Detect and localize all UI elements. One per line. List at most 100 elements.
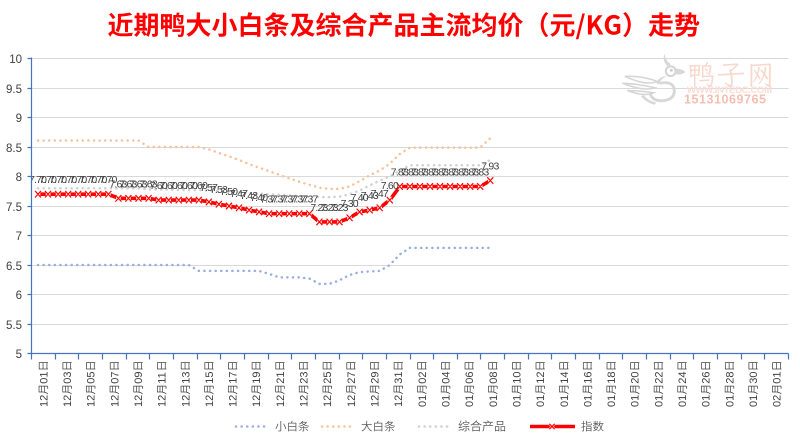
svg-text:7.83: 7.83 [461, 167, 479, 179]
svg-text:7.50: 7.50 [220, 186, 238, 198]
svg-text:7.70: 7.70 [29, 174, 47, 186]
svg-text:12: 12 [535, 371, 547, 383]
svg-text:8: 8 [16, 172, 22, 184]
svg-text:7.60: 7.60 [190, 180, 208, 192]
svg-text:20: 20 [630, 371, 642, 383]
svg-text:7.83: 7.83 [411, 167, 429, 179]
svg-text:7.83: 7.83 [421, 167, 439, 179]
svg-text:7.37: 7.37 [290, 194, 308, 206]
svg-text:19: 19 [251, 371, 263, 383]
svg-text:12: 12 [228, 395, 240, 407]
svg-text:01: 01 [582, 395, 594, 407]
svg-text:7.70: 7.70 [69, 174, 87, 186]
svg-text:7.60: 7.60 [381, 180, 399, 192]
svg-text:01: 01 [488, 395, 500, 407]
svg-text:14: 14 [559, 371, 571, 383]
svg-text:7.83: 7.83 [401, 167, 419, 179]
svg-text:7.60: 7.60 [180, 180, 198, 192]
svg-text:7.83: 7.83 [441, 167, 459, 179]
svg-text:08: 08 [488, 371, 500, 383]
svg-text:12: 12 [251, 395, 263, 407]
svg-text:WWW.INTEDC.COM: WWW.INTEDC.COM [687, 85, 772, 96]
svg-text:9.5: 9.5 [6, 84, 22, 96]
svg-text:12: 12 [62, 395, 74, 407]
svg-text:6.5: 6.5 [6, 261, 22, 273]
svg-text:7.70: 7.70 [39, 174, 57, 186]
svg-text:01: 01 [772, 371, 784, 383]
svg-text:02: 02 [417, 371, 429, 383]
svg-text:12: 12 [275, 395, 287, 407]
svg-text:12: 12 [370, 395, 382, 407]
svg-text:09: 09 [133, 371, 145, 383]
svg-text:01: 01 [701, 395, 713, 407]
svg-text:04: 04 [441, 371, 453, 383]
svg-text:7.30: 7.30 [341, 198, 359, 210]
svg-text:25: 25 [322, 371, 334, 383]
svg-text:02: 02 [772, 395, 784, 407]
svg-text:07: 07 [109, 371, 121, 383]
svg-text:7.37: 7.37 [270, 194, 288, 206]
svg-text:01: 01 [535, 395, 547, 407]
svg-text:01: 01 [630, 395, 642, 407]
svg-text:7.40: 7.40 [351, 192, 369, 204]
svg-text:29: 29 [370, 371, 382, 383]
svg-text:12: 12 [133, 395, 145, 407]
svg-text:24: 24 [677, 371, 689, 383]
svg-text:5: 5 [16, 349, 22, 361]
svg-text:12: 12 [86, 395, 98, 407]
svg-text:7.23: 7.23 [331, 202, 349, 214]
svg-text:12: 12 [346, 395, 358, 407]
svg-text:12: 12 [109, 395, 121, 407]
svg-text:05: 05 [86, 371, 98, 383]
svg-text:30: 30 [748, 371, 760, 383]
svg-text:01: 01 [748, 395, 760, 407]
svg-text:03: 03 [62, 371, 74, 383]
svg-text:13: 13 [180, 371, 192, 383]
svg-text:12: 12 [322, 395, 334, 407]
svg-text:7.70: 7.70 [99, 174, 117, 186]
svg-text:01: 01 [38, 371, 50, 383]
svg-text:01: 01 [677, 395, 689, 407]
svg-text:10: 10 [512, 371, 524, 383]
svg-text:7.70: 7.70 [89, 174, 107, 186]
svg-text:7.70: 7.70 [59, 174, 77, 186]
svg-text:17: 17 [228, 371, 240, 383]
svg-text:7.5: 7.5 [6, 202, 22, 214]
svg-text:7.53: 7.53 [210, 184, 228, 196]
svg-text:7.60: 7.60 [170, 180, 188, 192]
svg-text:01: 01 [441, 395, 453, 407]
svg-text:7.83: 7.83 [451, 167, 469, 179]
svg-text:7.43: 7.43 [361, 190, 379, 202]
svg-text:12: 12 [393, 395, 405, 407]
svg-text:7: 7 [16, 231, 22, 243]
svg-text:16: 16 [582, 371, 594, 383]
svg-text:01: 01 [653, 395, 665, 407]
svg-text:7.47: 7.47 [230, 188, 248, 200]
svg-text:01: 01 [417, 395, 429, 407]
svg-text:01: 01 [464, 395, 476, 407]
svg-text:12: 12 [180, 395, 192, 407]
svg-text:7.43: 7.43 [240, 190, 258, 202]
svg-text:28: 28 [724, 371, 736, 383]
svg-text:7.63: 7.63 [109, 178, 127, 190]
svg-text:12: 12 [204, 395, 216, 407]
svg-text:22: 22 [653, 371, 665, 383]
svg-text:7.23: 7.23 [321, 202, 339, 214]
svg-text:7.23: 7.23 [310, 202, 328, 214]
svg-text:12: 12 [38, 395, 50, 407]
svg-text:01: 01 [606, 395, 618, 407]
svg-text:7.93: 7.93 [481, 161, 499, 173]
svg-text:7.60: 7.60 [160, 180, 178, 192]
svg-text:7.37: 7.37 [260, 194, 278, 206]
svg-text:5.5: 5.5 [6, 320, 22, 332]
svg-text:10: 10 [9, 54, 22, 66]
svg-text:7.63: 7.63 [140, 178, 158, 190]
svg-text:7.70: 7.70 [79, 174, 97, 186]
svg-text:21: 21 [275, 371, 287, 383]
svg-text:7.47: 7.47 [371, 188, 389, 200]
svg-text:27: 27 [346, 371, 358, 383]
svg-text:7.83: 7.83 [471, 167, 489, 179]
svg-text:6: 6 [16, 290, 22, 302]
svg-text:15131069765: 15131069765 [684, 93, 766, 107]
svg-text:7.63: 7.63 [130, 178, 148, 190]
